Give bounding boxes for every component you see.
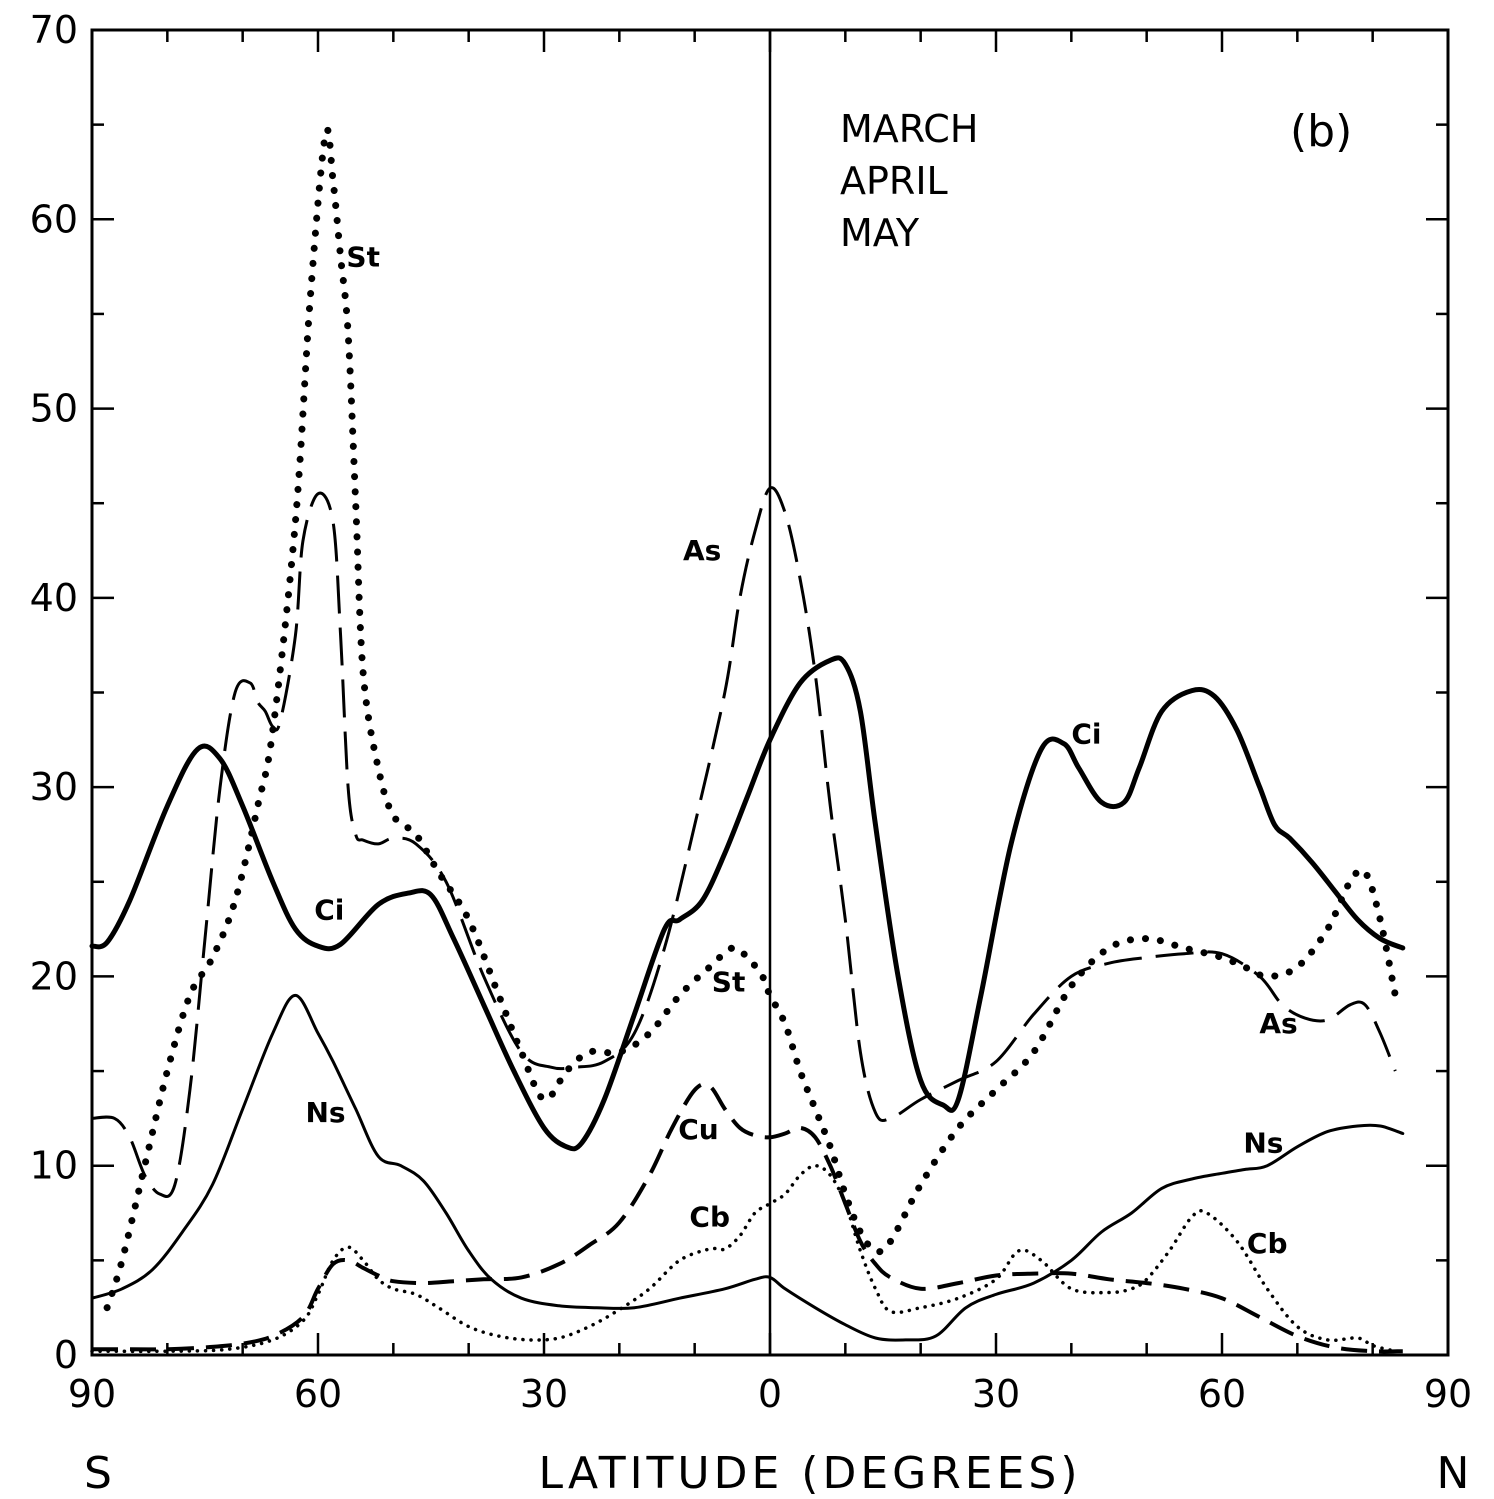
series-line-ci-solid-thick bbox=[89, 655, 1406, 1152]
series-layer bbox=[89, 126, 1406, 1354]
season-line-2: APRIL bbox=[840, 159, 948, 203]
x-axis-title: LATITUDE (DEGREES) bbox=[538, 1448, 1081, 1499]
series-label-ns: Ns bbox=[305, 1096, 345, 1129]
series-label-st: St bbox=[346, 241, 380, 274]
series-line-ns-solid-thin bbox=[90, 993, 1405, 1342]
x-tick-label: 30 bbox=[972, 1372, 1020, 1416]
y-tick-label: 0 bbox=[54, 1333, 78, 1377]
x-tick-label: 90 bbox=[68, 1372, 116, 1416]
y-tick-label: 10 bbox=[30, 1144, 78, 1188]
series-line-st-dotted-heavy bbox=[103, 126, 1399, 1312]
y-tick-label: 50 bbox=[30, 387, 78, 431]
series-label-ns: Ns bbox=[1243, 1126, 1283, 1159]
axis-ticks: 0 10 20 30 40 50 60 70 90 60 30 0 30 60 90 bbox=[30, 8, 1473, 1416]
series-label-cu: Cu bbox=[678, 1113, 718, 1146]
series-annotations: St Ci Ns As St Cu Cb Ci As Ns Cb bbox=[305, 241, 1297, 1260]
x-tick-label: 60 bbox=[1198, 1372, 1246, 1416]
season-line-3: MAY bbox=[840, 211, 920, 255]
x-tick-label: 90 bbox=[1424, 1372, 1472, 1416]
series-line-cb-dotted-light bbox=[90, 1163, 1398, 1354]
x-tick-label: 0 bbox=[758, 1372, 782, 1416]
season-line-1: MARCH bbox=[840, 107, 978, 151]
x-tick-label: 60 bbox=[294, 1372, 342, 1416]
series-line-cu-dashed-medium bbox=[92, 1082, 1403, 1354]
y-tick-label: 40 bbox=[30, 576, 78, 620]
series-label-as: As bbox=[1259, 1007, 1297, 1040]
series-label-ci: Ci bbox=[314, 894, 344, 927]
x-axis-right-end-label: N bbox=[1437, 1448, 1474, 1499]
series-label-cb: Cb bbox=[1247, 1227, 1288, 1260]
series-line-as-dashed-long bbox=[91, 486, 1397, 1198]
y-tick-label: 30 bbox=[30, 765, 78, 809]
panel-label: (b) bbox=[1290, 106, 1352, 157]
y-tick-label: 60 bbox=[30, 197, 78, 241]
series-label-cb: Cb bbox=[689, 1200, 730, 1233]
x-tick-label: 30 bbox=[520, 1372, 568, 1416]
series-label-ci: Ci bbox=[1071, 718, 1101, 751]
x-axis-left-end-label: S bbox=[84, 1448, 116, 1499]
series-label-st: St bbox=[712, 966, 746, 999]
series-label-as: As bbox=[683, 534, 721, 567]
y-tick-label: 70 bbox=[30, 8, 78, 52]
y-tick-label: 20 bbox=[30, 954, 78, 998]
